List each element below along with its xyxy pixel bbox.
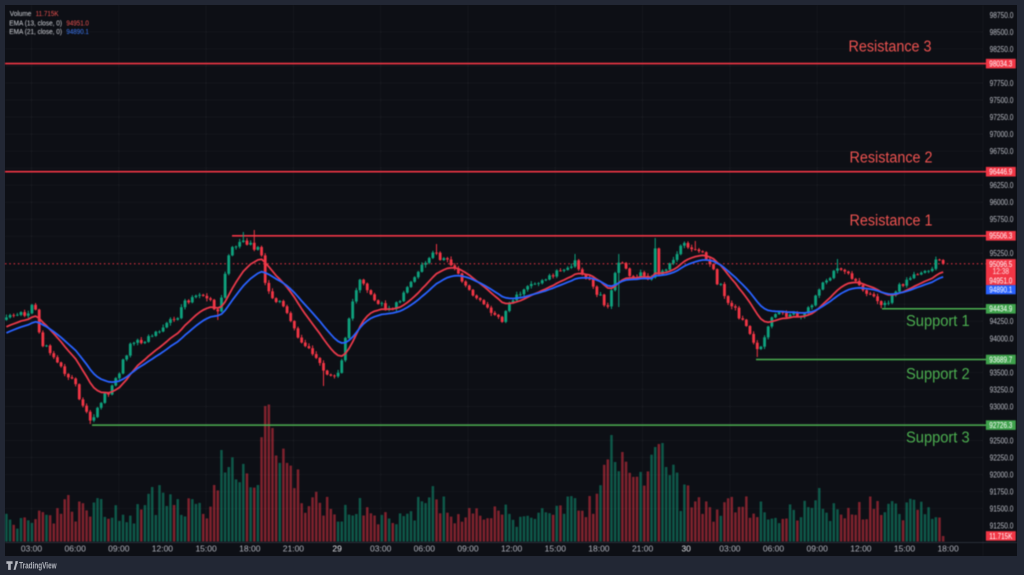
svg-text:29: 29 bbox=[332, 543, 342, 553]
svg-text:03:00: 03:00 bbox=[719, 543, 741, 553]
svg-text:21:00: 21:00 bbox=[283, 543, 305, 553]
svg-text:12:00: 12:00 bbox=[152, 543, 174, 553]
svg-text:97250.0: 97250.0 bbox=[990, 113, 1014, 122]
svg-text:92000.0: 92000.0 bbox=[990, 471, 1014, 480]
svg-text:09:00: 09:00 bbox=[457, 543, 479, 553]
svg-text:96000.0: 96000.0 bbox=[990, 198, 1014, 207]
svg-text:12:38: 12:38 bbox=[993, 267, 1010, 276]
svg-text:18:00: 18:00 bbox=[588, 543, 610, 553]
svg-text:12:00: 12:00 bbox=[501, 543, 523, 553]
svg-text:94250.0: 94250.0 bbox=[990, 317, 1014, 326]
svg-text:Resistance 2: Resistance 2 bbox=[850, 150, 933, 167]
svg-text:93689.7: 93689.7 bbox=[989, 355, 1012, 364]
svg-text:91500.0: 91500.0 bbox=[990, 505, 1014, 514]
svg-text:EMA (21, close, 0): EMA (21, close, 0) bbox=[9, 27, 62, 36]
svg-text:96446.9: 96446.9 bbox=[989, 168, 1012, 177]
svg-text:18:00: 18:00 bbox=[937, 543, 959, 553]
svg-text:15:00: 15:00 bbox=[545, 543, 567, 553]
svg-text:98034.3: 98034.3 bbox=[989, 60, 1012, 69]
svg-text:11.715K: 11.715K bbox=[36, 9, 59, 18]
svg-text:Support 1: Support 1 bbox=[906, 313, 970, 330]
svg-text:93250.0: 93250.0 bbox=[990, 385, 1014, 394]
svg-text:94890.1: 94890.1 bbox=[989, 286, 1012, 295]
svg-text:92250.0: 92250.0 bbox=[990, 453, 1014, 462]
svg-text:95506.3: 95506.3 bbox=[989, 232, 1012, 241]
svg-text:95250.0: 95250.0 bbox=[990, 249, 1014, 258]
svg-text:93000.0: 93000.0 bbox=[990, 402, 1014, 411]
svg-text:11.715K: 11.715K bbox=[989, 532, 1013, 541]
svg-text:98250.0: 98250.0 bbox=[990, 45, 1014, 54]
svg-text:96750.0: 96750.0 bbox=[990, 147, 1014, 156]
svg-text:93500.0: 93500.0 bbox=[990, 368, 1014, 377]
svg-text:15:00: 15:00 bbox=[894, 543, 916, 553]
svg-text:03:00: 03:00 bbox=[21, 543, 43, 553]
svg-text:15:00: 15:00 bbox=[195, 543, 217, 553]
svg-text:94951.0: 94951.0 bbox=[66, 18, 89, 27]
svg-text:06:00: 06:00 bbox=[65, 543, 87, 553]
svg-text:Volume: Volume bbox=[10, 9, 32, 18]
svg-text:06:00: 06:00 bbox=[763, 543, 785, 553]
svg-text:06:00: 06:00 bbox=[414, 543, 436, 553]
svg-text:Resistance 3: Resistance 3 bbox=[849, 39, 932, 56]
svg-text:97500.0: 97500.0 bbox=[990, 96, 1014, 105]
svg-text:EMA (13, close, 0): EMA (13, close, 0) bbox=[9, 18, 62, 27]
svg-text:95096.5: 95096.5 bbox=[989, 260, 1012, 269]
svg-text:96250.0: 96250.0 bbox=[990, 181, 1014, 190]
svg-text:97750.0: 97750.0 bbox=[990, 79, 1014, 88]
svg-text:30: 30 bbox=[681, 543, 691, 553]
svg-text:94000.0: 94000.0 bbox=[990, 334, 1014, 343]
svg-text:TradingView: TradingView bbox=[19, 560, 57, 570]
svg-text:95750.0: 95750.0 bbox=[990, 215, 1014, 224]
svg-text:97000.0: 97000.0 bbox=[990, 130, 1014, 139]
svg-text:09:00: 09:00 bbox=[807, 543, 829, 553]
svg-text:94434.9: 94434.9 bbox=[989, 305, 1012, 314]
svg-text:Support 2: Support 2 bbox=[906, 366, 970, 383]
svg-text:92500.0: 92500.0 bbox=[990, 436, 1014, 445]
svg-text:12:00: 12:00 bbox=[850, 543, 872, 553]
svg-text:94890.1: 94890.1 bbox=[66, 27, 89, 36]
svg-text:09:00: 09:00 bbox=[108, 543, 130, 553]
svg-text:94951.0: 94951.0 bbox=[989, 276, 1012, 285]
svg-text:98750.0: 98750.0 bbox=[990, 11, 1014, 20]
svg-text:18:00: 18:00 bbox=[239, 543, 261, 553]
svg-text:91750.0: 91750.0 bbox=[990, 488, 1014, 497]
svg-text:21:00: 21:00 bbox=[632, 543, 654, 553]
svg-text:03:00: 03:00 bbox=[370, 543, 392, 553]
svg-text:98500.0: 98500.0 bbox=[990, 28, 1014, 37]
svg-text:Support 3: Support 3 bbox=[906, 430, 970, 447]
svg-text:91250.0: 91250.0 bbox=[990, 522, 1014, 531]
svg-text:92726.3: 92726.3 bbox=[989, 421, 1012, 430]
svg-text:Resistance 1: Resistance 1 bbox=[850, 213, 933, 230]
